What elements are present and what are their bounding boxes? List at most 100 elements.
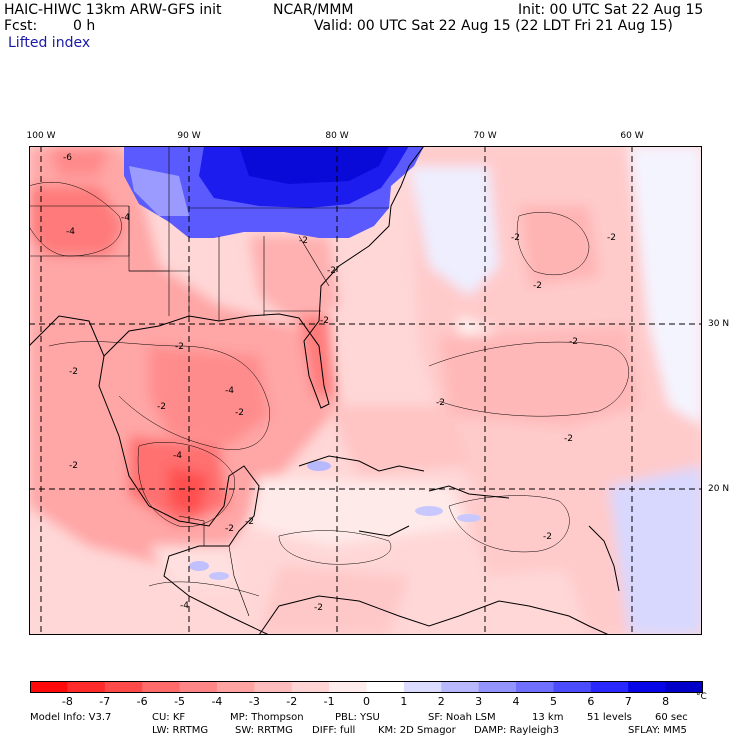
contour-label: -2 [157, 402, 166, 412]
grid-resolution: 13 km [532, 712, 564, 723]
lifted-index-map: -6 -4 -4 -2 -2 -2 -2 -2 -4 -2 -2 -4 -2 -… [29, 146, 702, 635]
color-bar-tick-label: 1 [400, 695, 408, 708]
contour-label: -4 [180, 601, 189, 611]
longwave-scheme: LW: RRTMG [152, 725, 209, 736]
color-bar-swatch [179, 681, 218, 693]
color-bar-tick-label: -7 [99, 695, 111, 708]
color-bar-swatch [628, 681, 667, 693]
contour-label: -2 [299, 236, 308, 246]
contour-label: -2 [327, 266, 336, 276]
color-bar-frame [30, 681, 703, 693]
surface-scheme: SF: Noah LSM [428, 712, 496, 723]
color-bar [30, 681, 703, 693]
eddy-coefficient: KM: 2D Smagor [378, 725, 456, 736]
forecast-hour: 0 h [73, 18, 96, 34]
color-bar-tick-label: 7 [624, 695, 632, 708]
shortwave-scheme: SW: RRTMG [235, 725, 293, 736]
contour-label: -4 [173, 451, 182, 461]
lat-label-20n: 20 N [708, 484, 730, 494]
contour-label: -2 [436, 398, 445, 408]
contour-label: -2 [175, 342, 184, 352]
color-bar-tick-label: 0 [363, 695, 370, 708]
color-bar-swatch [104, 681, 143, 693]
lon-label-60w: 60 W [620, 131, 644, 141]
color-bar-tick-label: 2 [437, 695, 445, 708]
contour-label: -2 [543, 532, 552, 542]
contour-label: -2 [533, 281, 542, 291]
color-bar-swatch [329, 681, 367, 693]
color-bar-swatch [142, 681, 181, 693]
color-bar-tick-label: 6 [587, 695, 595, 708]
color-bar-unit: °C [696, 692, 707, 702]
color-bar-tick-label: 4 [512, 695, 520, 708]
plot-title: HAIC-HIWC 13km ARW-GFS init [4, 2, 222, 18]
color-bar-swatch [216, 681, 255, 693]
shaded-field [29, 146, 702, 635]
color-bar-tick-label: -3 [248, 695, 260, 708]
color-bar-swatch [553, 681, 592, 693]
lon-label-100w: 100 W [26, 131, 56, 141]
map-frame [29, 146, 702, 635]
color-bar-swatch [254, 681, 293, 693]
pbl-scheme: PBL: YSU [335, 712, 380, 723]
color-bar-tick-label: -1 [323, 695, 335, 708]
coastlines [29, 146, 620, 635]
init-time: Init: 00 UTC Sat 22 Aug 15 [518, 2, 704, 18]
time-step: 60 sec [655, 712, 688, 723]
color-bar-swatch [665, 681, 703, 693]
contour-label: -2 [235, 408, 244, 418]
contour-label: -2 [245, 517, 254, 527]
surface-layer-scheme: SFLAY: MM5 [628, 725, 687, 736]
stable-patches [189, 461, 481, 580]
color-bar-swatch [67, 681, 106, 693]
color-bar-tick-label: 5 [549, 695, 557, 708]
contour-label: -2 [225, 524, 234, 534]
organization-label: NCAR/MMM [273, 2, 354, 18]
lon-label-90w: 90 W [177, 131, 201, 141]
color-bar-tick-label: -2 [286, 695, 298, 708]
contour-label: -4 [121, 213, 130, 223]
color-bar-tick-label: 3 [475, 695, 483, 708]
vertical-levels: 51 levels [587, 712, 632, 723]
lat-label-30n: 30 N [708, 319, 730, 329]
color-bar-tick-label: -6 [136, 695, 148, 708]
color-bar-swatch [441, 681, 480, 693]
color-bar-swatch [366, 681, 405, 693]
contour-label: -2 [69, 461, 78, 471]
contour-label: -4 [225, 386, 234, 396]
forecast-label: Fcst: [4, 18, 38, 34]
color-bar-tick-label: -8 [61, 695, 73, 708]
contour-label: -2 [569, 337, 578, 347]
color-bar-swatch [291, 681, 330, 693]
contour-label: -2 [564, 434, 573, 444]
contour-label: -2 [511, 233, 520, 243]
lon-label-70w: 70 W [473, 131, 497, 141]
color-bar-tick-label: 8 [662, 695, 670, 708]
field-name: Lifted index [8, 35, 91, 51]
model-version: Model Info: V3.7 [30, 712, 112, 723]
cumulus-scheme: CU: KF [152, 712, 186, 723]
contour-label: -2 [314, 603, 323, 613]
valid-time: Valid: 00 UTC Sat 22 Aug 15 (22 LDT Fri … [314, 18, 673, 34]
color-bar-swatch [30, 681, 68, 693]
contour-label: -2 [607, 233, 616, 243]
color-bar-swatch [478, 681, 517, 693]
stable-region [124, 146, 424, 238]
diffusion-option: DIFF: full [312, 725, 356, 736]
contour-label: -2 [69, 367, 78, 377]
microphysics-scheme: MP: Thompson [230, 712, 304, 723]
color-bar-swatch [516, 681, 554, 693]
contour-label-group: -6 -4 -4 -2 -2 -2 -2 -2 -4 -2 -2 -4 -2 -… [63, 153, 616, 613]
lon-label-80w: 80 W [325, 131, 349, 141]
damping-option: DAMP: Rayleigh3 [474, 725, 560, 736]
color-bar-tick-label: -4 [211, 695, 223, 708]
contour-label: -6 [63, 153, 72, 163]
color-bar-swatch [590, 681, 629, 693]
political-borders [29, 146, 389, 617]
color-bar-swatch [403, 681, 442, 693]
graticule [29, 146, 702, 635]
color-bar-tick-label: -5 [174, 695, 186, 708]
contour-lines [29, 182, 629, 597]
contour-label: -4 [66, 227, 75, 237]
contour-label: -2 [320, 316, 329, 326]
